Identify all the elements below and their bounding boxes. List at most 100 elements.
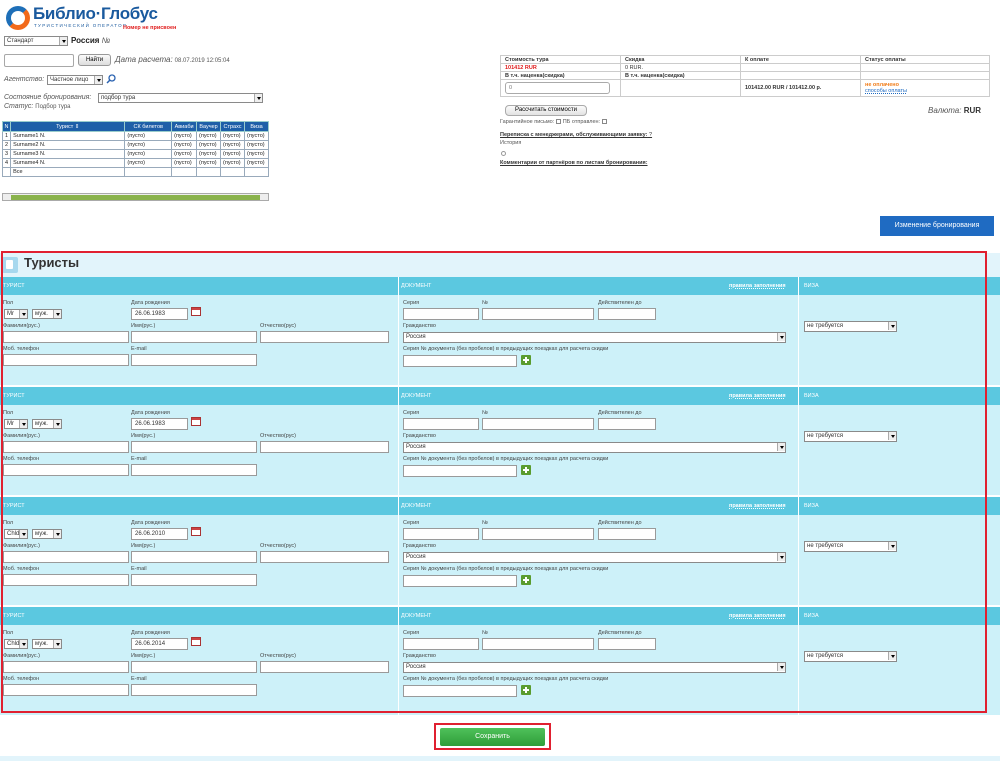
doc-number-input[interactable] (482, 308, 594, 320)
doc-series-input[interactable] (403, 308, 479, 320)
booking-state-select[interactable]: подбор тура (98, 93, 263, 103)
doc-number-input[interactable] (482, 638, 594, 650)
sex-select[interactable]: муж. (32, 529, 62, 539)
pb-sent-checkbox[interactable] (602, 119, 608, 125)
doc-series-input[interactable] (403, 418, 479, 430)
lastname-input[interactable] (3, 331, 129, 343)
lastname-input[interactable] (3, 661, 129, 673)
citizenship-select[interactable]: Россия (403, 332, 786, 343)
partner-comments-link[interactable]: Комментарии от партнёров по листам брони… (500, 160, 648, 166)
change-booking-button[interactable]: Изменение бронирования (880, 216, 994, 236)
birthdate-input[interactable]: 26.06.2014 (131, 638, 188, 650)
lastname-input[interactable] (3, 551, 129, 563)
doc-number-input[interactable] (482, 418, 594, 430)
firstname-input[interactable] (131, 661, 257, 673)
guarantee-checkbox[interactable] (556, 119, 562, 125)
prev-doc-input[interactable] (403, 685, 517, 697)
doc-valid-input[interactable] (598, 308, 656, 320)
birthdate-input[interactable]: 26.06.1983 (131, 418, 188, 430)
visa-select[interactable]: не требуется (804, 321, 897, 332)
email-input[interactable] (131, 464, 257, 476)
doc-series-input[interactable] (403, 638, 479, 650)
booking-number-status: Номер не присвоен (123, 25, 177, 31)
fill-rules-link[interactable]: правила заполнения (729, 393, 786, 399)
logo[interactable]: Библио·Глобус ТУРИСТИЧЕСКИЙ ОПЕРАТОР (6, 4, 246, 34)
tour-cost-value: 101412 RUR (500, 63, 621, 72)
add-icon[interactable] (521, 575, 531, 585)
birthdate-input[interactable]: 26.06.1983 (131, 308, 188, 320)
phone-input[interactable] (3, 684, 129, 696)
calendar-icon[interactable] (191, 417, 201, 426)
prev-doc-input[interactable] (403, 465, 517, 477)
fill-rules-link[interactable]: правила заполнения (729, 503, 786, 509)
booking-number-input[interactable] (4, 54, 74, 67)
citizenship-select[interactable]: Россия (403, 552, 786, 563)
email-input[interactable] (131, 354, 257, 366)
title-select[interactable]: Chld (4, 639, 28, 649)
doc-valid-input[interactable] (598, 528, 656, 540)
lastname-input[interactable] (3, 441, 129, 453)
birthdate-input[interactable]: 26.06.2010 (131, 528, 188, 540)
tourist-header: ТУРИСТ (3, 283, 25, 289)
sex-select[interactable]: муж. (32, 639, 62, 649)
sex-select[interactable]: муж. (32, 419, 62, 429)
doc-number-input[interactable] (482, 528, 594, 540)
visa-select[interactable]: не требуется (804, 541, 897, 552)
table-row[interactable]: 4 Surname4 N. (пусто) (пусто) (пусто) (пусто)… (1, 158, 270, 168)
phone-input[interactable] (3, 354, 129, 366)
patronymic-input[interactable] (260, 441, 389, 453)
column-header[interactable]: Турист ⇕ (10, 121, 126, 132)
chevron-down-icon (777, 443, 785, 451)
history-label[interactable]: История (500, 140, 522, 146)
patronymic-input[interactable] (260, 331, 389, 343)
add-icon[interactable] (521, 685, 531, 695)
search-icon[interactable] (106, 74, 116, 84)
table-row[interactable]: 1 Surname1 N. (пусто) (пусто) (пусто) (пусто)… (1, 131, 270, 141)
visa-select[interactable]: не требуется (804, 431, 897, 442)
doc-valid-input[interactable] (598, 418, 656, 430)
visa-select[interactable]: не требуется (804, 651, 897, 662)
firstname-input[interactable] (131, 441, 257, 453)
firstname-input[interactable] (131, 551, 257, 563)
add-icon[interactable] (521, 465, 531, 475)
calendar-icon[interactable] (191, 527, 201, 536)
patronymic-input[interactable] (260, 551, 389, 563)
find-button[interactable]: Найти (78, 54, 111, 66)
table-row[interactable]: 3 Surname3 N. (пусто) (пусто) (пусто) (пусто)… (1, 149, 270, 159)
sex-label: Пол (3, 630, 14, 636)
scrollbar-thumb[interactable] (11, 195, 260, 200)
prev-doc-input[interactable] (403, 355, 517, 367)
phone-input[interactable] (3, 574, 129, 586)
title-select[interactable]: Mr (4, 419, 28, 429)
title-select[interactable]: Mr (4, 309, 28, 319)
correspondence-link[interactable]: Переписка с менеджерами, обслуживающими … (500, 132, 653, 138)
calculate-cost-button[interactable]: Рассчитать стоимости (505, 105, 587, 116)
markup-input[interactable]: 0 (505, 82, 610, 94)
sex-select[interactable]: муж. (32, 309, 62, 319)
add-icon[interactable] (521, 355, 531, 365)
firstname-input[interactable] (131, 331, 257, 343)
history-radio[interactable] (501, 151, 506, 156)
table-row[interactable]: 2 Surname2 N. (пусто) (пусто) (пусто) (пусто)… (1, 140, 270, 150)
patronymic-input[interactable] (260, 661, 389, 673)
citizenship-label: Гражданство (403, 433, 436, 439)
doc-series-input[interactable] (403, 528, 479, 540)
agency-select[interactable]: Частное лицо (47, 75, 103, 85)
fill-rules-link[interactable]: правила заполнения (729, 613, 786, 619)
title-select[interactable]: Chld (4, 529, 28, 539)
phone-input[interactable] (3, 464, 129, 476)
calendar-icon[interactable] (191, 307, 201, 316)
save-button[interactable]: Сохранить (440, 728, 545, 746)
payment-methods-link[interactable]: способы оплаты (865, 88, 907, 94)
booking-type-select[interactable]: Стандарт (4, 36, 68, 46)
calendar-icon[interactable] (191, 637, 201, 646)
horizontal-scrollbar[interactable] (2, 193, 269, 201)
citizenship-select[interactable]: Россия (403, 662, 786, 673)
email-input[interactable] (131, 684, 257, 696)
fill-rules-link[interactable]: правила заполнения (729, 283, 786, 289)
birthdate-label: Дата рождения (131, 300, 170, 306)
doc-valid-input[interactable] (598, 638, 656, 650)
citizenship-select[interactable]: Россия (403, 442, 786, 453)
prev-doc-input[interactable] (403, 575, 517, 587)
email-input[interactable] (131, 574, 257, 586)
